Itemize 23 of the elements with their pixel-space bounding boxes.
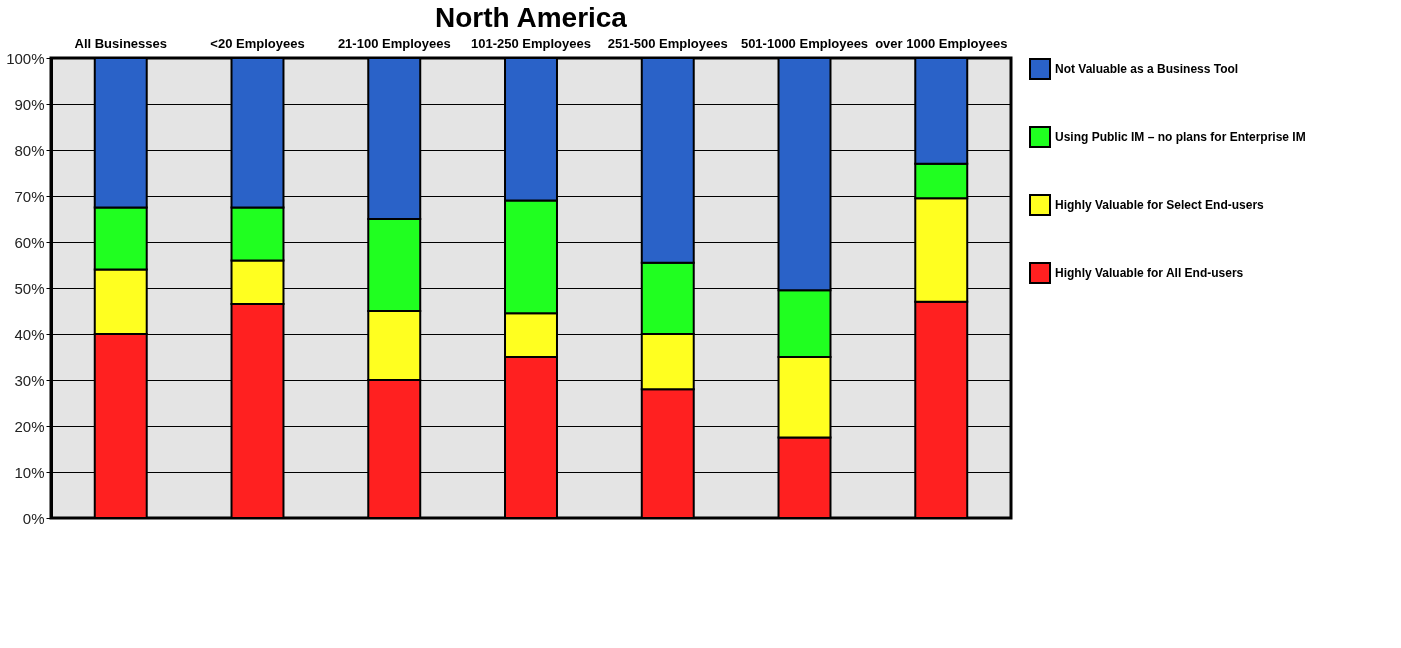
x-tick-label: 101-250 Employees bbox=[471, 35, 591, 51]
x-tick-label: All Businesses bbox=[74, 35, 167, 51]
x-tick-label: over 1000 Employees bbox=[875, 35, 1008, 51]
y-tick-label: 60% bbox=[14, 233, 45, 251]
y-tick-label: 20% bbox=[14, 417, 45, 435]
y-tick-label: 0% bbox=[22, 509, 45, 527]
legend-label: Highly Valuable for All End-users bbox=[1055, 266, 1244, 280]
legend-label: Using Public IM – no plans for Enterprise IM bbox=[1055, 130, 1306, 144]
legend-label: Highly Valuable for Select End-users bbox=[1055, 198, 1265, 212]
y-tick-label: 100% bbox=[6, 49, 45, 67]
x-tick-label: 21-100 Employees bbox=[337, 35, 451, 51]
chart-title: North America bbox=[435, 2, 628, 33]
y-tick-label: 50% bbox=[14, 279, 45, 297]
x-tick-label: 501-1000 Employees bbox=[740, 35, 869, 51]
y-tick-label: 80% bbox=[14, 141, 45, 159]
y-tick-label: 90% bbox=[14, 95, 45, 113]
x-tick-label: 251-500 Employees bbox=[607, 35, 728, 51]
y-tick-label: 40% bbox=[14, 325, 45, 343]
legend-label: Not Valuable as a Business Tool bbox=[1055, 62, 1239, 76]
y-tick-label: 10% bbox=[14, 463, 45, 481]
y-tick-label: 70% bbox=[14, 187, 45, 205]
x-tick-label: <20 Employees bbox=[210, 35, 305, 51]
y-tick-label: 30% bbox=[14, 371, 45, 389]
